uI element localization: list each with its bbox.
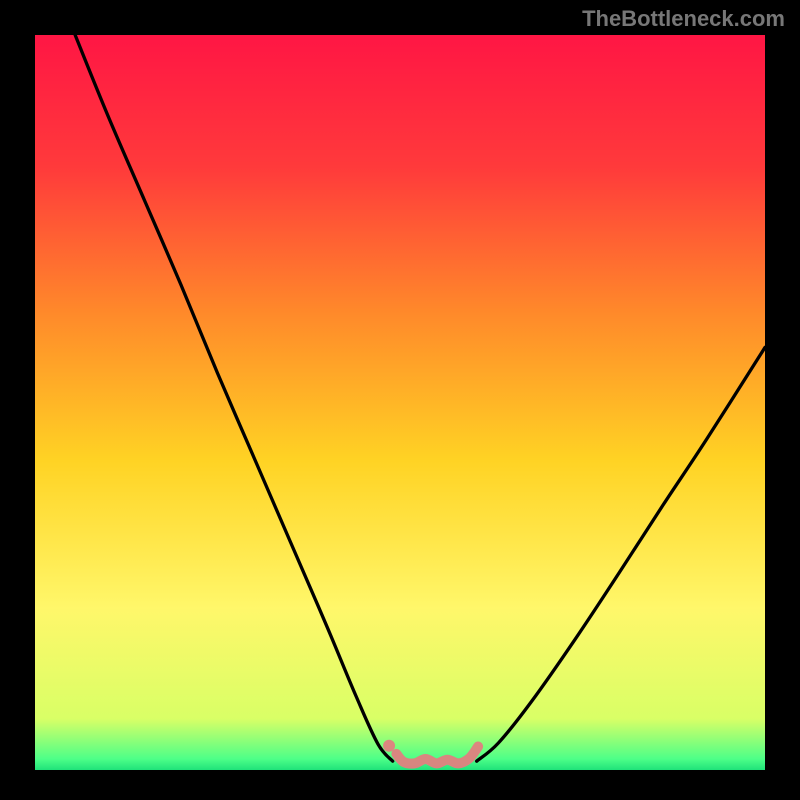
chart-stage: TheBottleneck.com [0,0,800,800]
bottleneck-chart [0,0,800,800]
gradient-background [35,35,765,770]
